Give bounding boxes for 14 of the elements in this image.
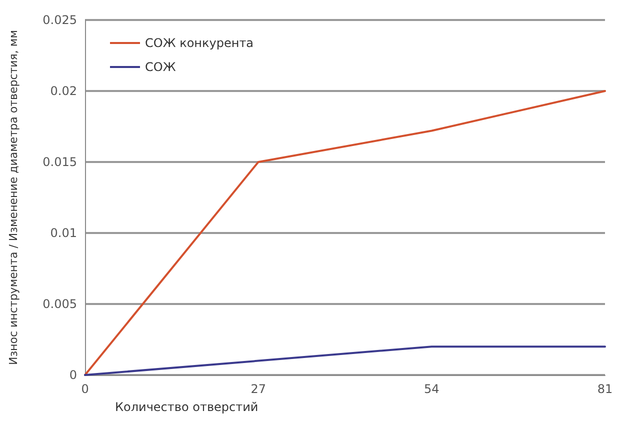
- x-tick-label: 0: [81, 382, 89, 396]
- x-tick-label: 27: [250, 382, 266, 396]
- y-tick-label: 0: [69, 368, 77, 382]
- legend-label: СОЖ конкурента: [145, 36, 254, 50]
- y-tick-label: 0.005: [42, 297, 77, 311]
- x-tick-label: 81: [597, 382, 613, 396]
- y-axis-title: Износ инструмента / Изменение диаметра отверстия, мм: [7, 30, 20, 366]
- x-axis-title: Количество отверстий: [115, 400, 258, 414]
- y-tick-label: 0.02: [50, 84, 77, 98]
- x-tick-label: 54: [424, 382, 440, 396]
- y-tick-label: 0.015: [42, 155, 77, 169]
- y-tick-label: 0.01: [50, 226, 77, 240]
- legend-label: СОЖ: [145, 60, 176, 74]
- y-tick-label: 0.025: [42, 13, 77, 27]
